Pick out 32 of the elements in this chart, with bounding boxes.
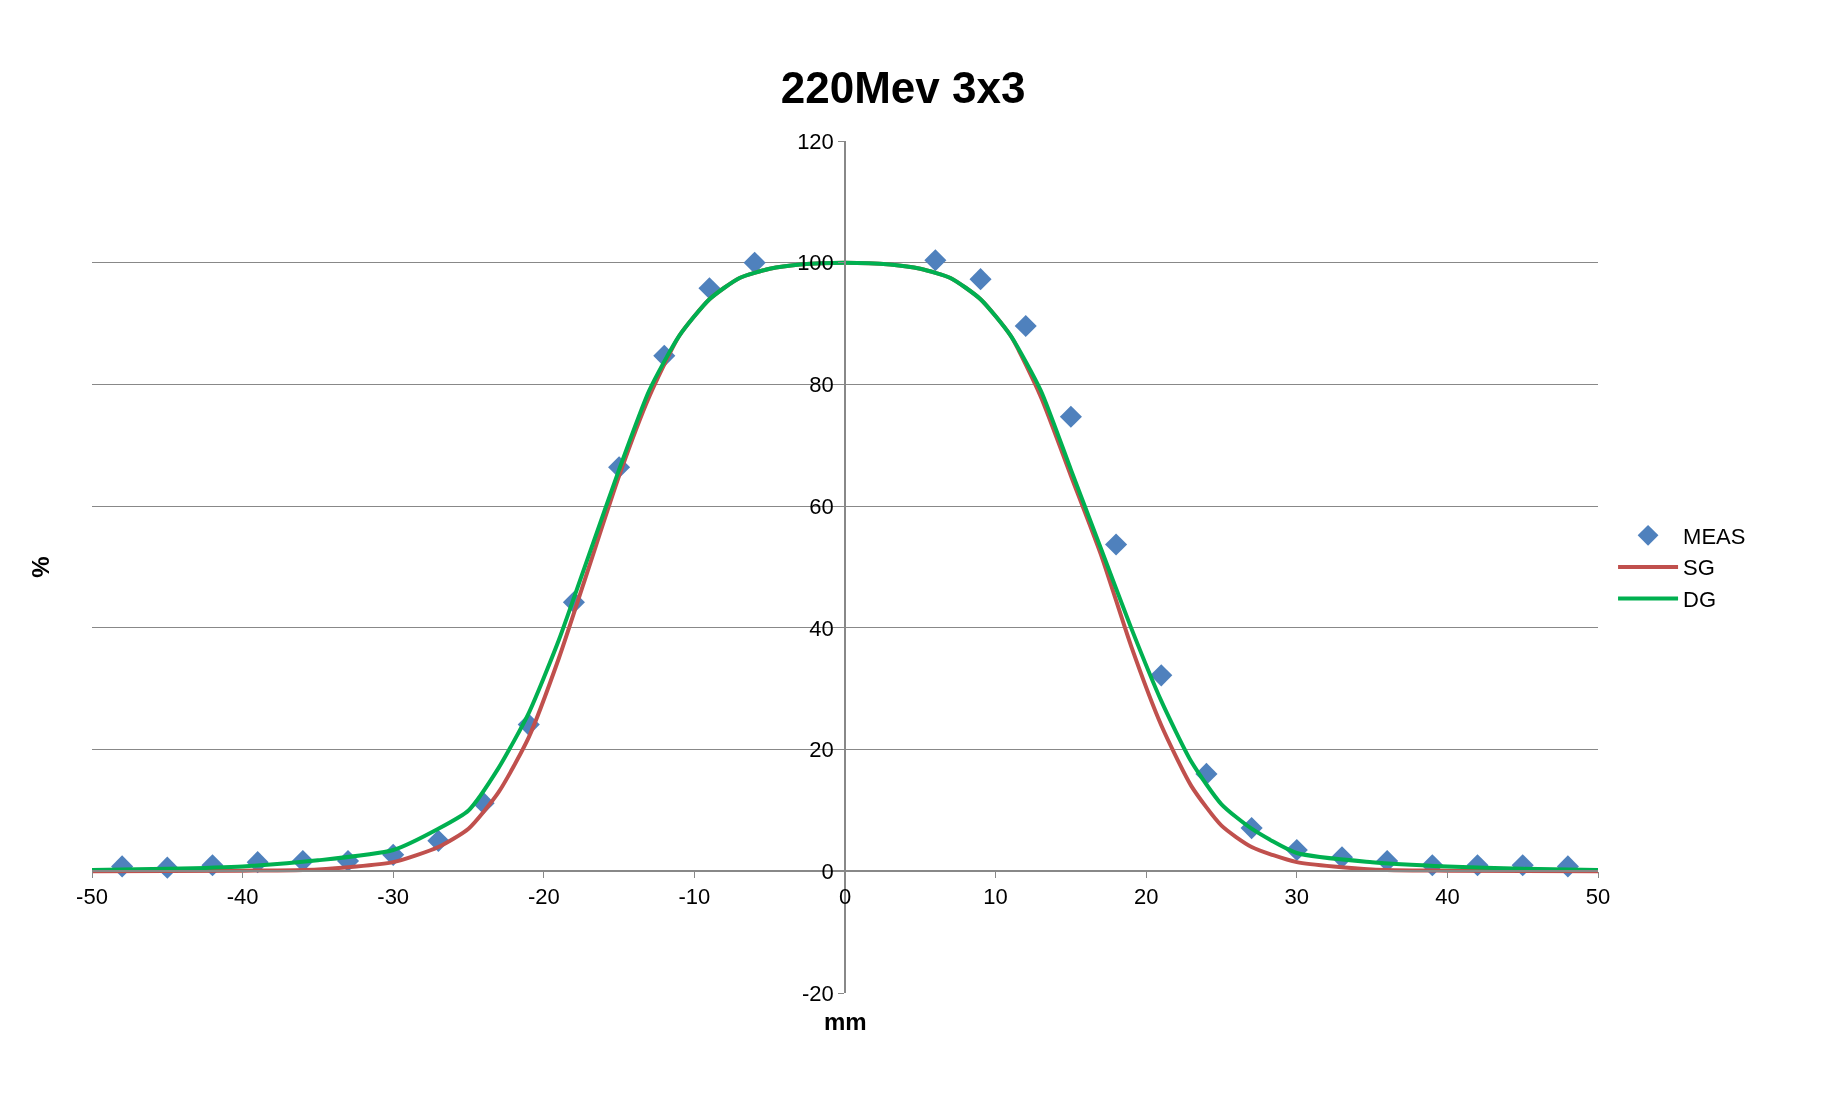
y-tick-label: 0	[821, 858, 834, 884]
x-tick-label: 40	[1435, 884, 1460, 910]
point	[969, 268, 992, 291]
point	[743, 251, 766, 274]
y-tick-label: 80	[809, 372, 834, 398]
x-tick-label: 10	[983, 884, 1008, 910]
x-tick-label: 0	[838, 884, 852, 910]
x-tick-label: -50	[76, 884, 108, 910]
legend-label: SG	[1683, 555, 1715, 581]
y-axis-title: %	[26, 556, 54, 578]
y-tick-label: 20	[809, 737, 834, 763]
legend-label: DG	[1683, 587, 1717, 613]
point	[1150, 664, 1173, 687]
y-tick-label: -20	[802, 980, 834, 1006]
x-tick-label: -20	[527, 884, 560, 910]
point	[924, 249, 947, 272]
point	[1059, 405, 1082, 428]
point	[698, 277, 721, 300]
x-tick-label: 30	[1284, 884, 1310, 910]
x-tick-label: 50	[1585, 884, 1611, 910]
chart-title: 220Mev 3x3	[780, 62, 1026, 112]
y-tick-label: 120	[797, 128, 834, 154]
x-tick-label: 20	[1133, 884, 1159, 910]
x-tick-label: -30	[377, 884, 410, 910]
point	[1105, 533, 1128, 556]
point	[1014, 314, 1037, 338]
x-tick-label: -10	[678, 884, 711, 910]
y-tick-label: 60	[809, 493, 834, 519]
legend-label: MEAS	[1683, 523, 1746, 549]
x-axis-title: mm	[824, 1008, 867, 1035]
x-tick-label: -40	[226, 884, 259, 910]
y-tick-label: 40	[809, 615, 834, 641]
